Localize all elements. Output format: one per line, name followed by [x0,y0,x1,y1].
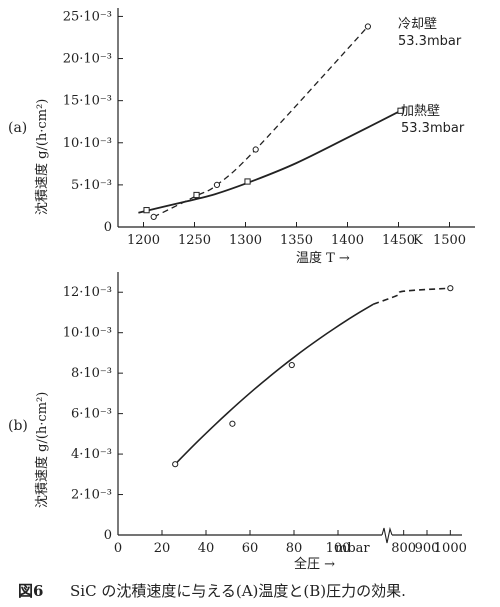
pressure-point [229,420,236,427]
panel-a-y-ticks: 0 5·10⁻³ 10·10⁻³ 15·10⁻³ 20·10⁻³ 25·10⁻³ [63,9,123,235]
y-tick-label: 0 [104,528,112,543]
cooled-wall-point [213,181,221,188]
y-tick-label: 8·10⁻³ [71,366,112,381]
panel-a-x-unit: K [413,233,423,248]
series-pressure-line [174,303,374,465]
series-cooled-wall-label: 冷却壁 [398,17,437,32]
panel-b-label: (b) [8,418,28,434]
heated-wall-point [244,178,251,185]
x-tick-label: 60 [242,541,259,556]
series-heated-wall-label: 加熱壁 [401,104,440,119]
x-tick-label: 1200 [127,233,160,248]
heated-wall-point [397,107,404,114]
panel-b-y-ticks: 0 2·10⁻³ 4·10⁻³ 6·10⁻³ 8·10⁻³ 10·10⁻³ 12·10⁻³ [63,285,123,543]
y-tick-label: 5·10⁻³ [71,178,112,193]
pressure-point [288,361,295,369]
cooled-wall-point [252,146,259,153]
y-tick-label: 10·10⁻³ [63,326,112,341]
panel-b: (b) 沈積速度 g/(h·cm²) 0 2·10⁻³ 4·10⁻³ 6·10⁻³ 8·… [8,272,467,572]
x-tick-label: 1250 [178,233,211,248]
y-tick-label: 2·10⁻³ [71,488,112,503]
series-pressure-line-extrapolated [372,287,451,306]
series-heated-wall-pressure: 53.3mbar [401,121,465,136]
y-tick-label: 6·10⁻³ [71,407,112,422]
x-tick-label: 100 [326,541,351,556]
x-tick-label: 1300 [229,233,262,248]
figure-number: 図6 [18,582,43,600]
x-tick-label: 900 [415,541,440,556]
figure-caption: SiC の沈積速度に与える(A)温度と(B)圧力の効果. [70,582,406,600]
x-tick-label: 1000 [434,541,467,556]
y-tick-label: 12·10⁻³ [63,285,112,300]
panel-b-ylabel: 沈積速度 g/(h·cm²) [34,392,50,508]
panel-a-data-points [143,23,404,220]
x-tick-label: 1500 [433,233,466,248]
cooled-wall-point [150,213,157,220]
pressure-point [172,461,179,468]
y-tick-label: 4·10⁻³ [71,447,112,462]
panel-a-x-ticks: 1200 1250 1300 1350 1400 1450 1500 [127,222,466,248]
x-tick-label: 1350 [280,233,313,248]
heated-wall-point [193,191,200,199]
y-tick-label: 10·10⁻³ [63,136,112,151]
heated-wall-point [143,207,150,214]
panel-a-label: (a) [8,120,27,136]
panel-b-data-points [172,285,454,468]
x-tick-label: 40 [198,541,215,556]
x-tick-label: 1450 [382,233,415,248]
x-tick-label: 20 [154,541,171,556]
y-tick-label: 15·10⁻³ [63,94,112,109]
axis-break-mark [381,526,393,544]
panel-a-ylabel: 沈積速度 g/(h·cm²) [34,99,50,215]
cooled-wall-point [364,23,371,30]
y-tick-label: 0 [104,220,112,235]
series-cooled-wall-line [153,26,369,218]
panel-a-xlabel: 温度 T → [296,250,350,266]
x-tick-label: 800 [391,541,416,556]
pressure-point [447,285,454,292]
series-heated-wall-line [138,109,401,214]
y-tick-label: 25·10⁻³ [63,9,112,24]
series-cooled-wall-pressure: 53.3mbar [398,34,462,49]
x-tick-label: 0 [114,541,122,556]
panel-a: (a) 沈積速度 g/(h·cm²) 0 5·10⁻³ 10·10⁻³ 15·10⁻³… [8,8,475,266]
x-tick-label: 80 [286,541,303,556]
panel-b-x-unit: mbar [335,541,370,556]
panel-b-xlabel: 全圧 → [294,556,335,572]
y-tick-label: 20·10⁻³ [63,52,112,67]
x-tick-label: 1400 [331,233,364,248]
